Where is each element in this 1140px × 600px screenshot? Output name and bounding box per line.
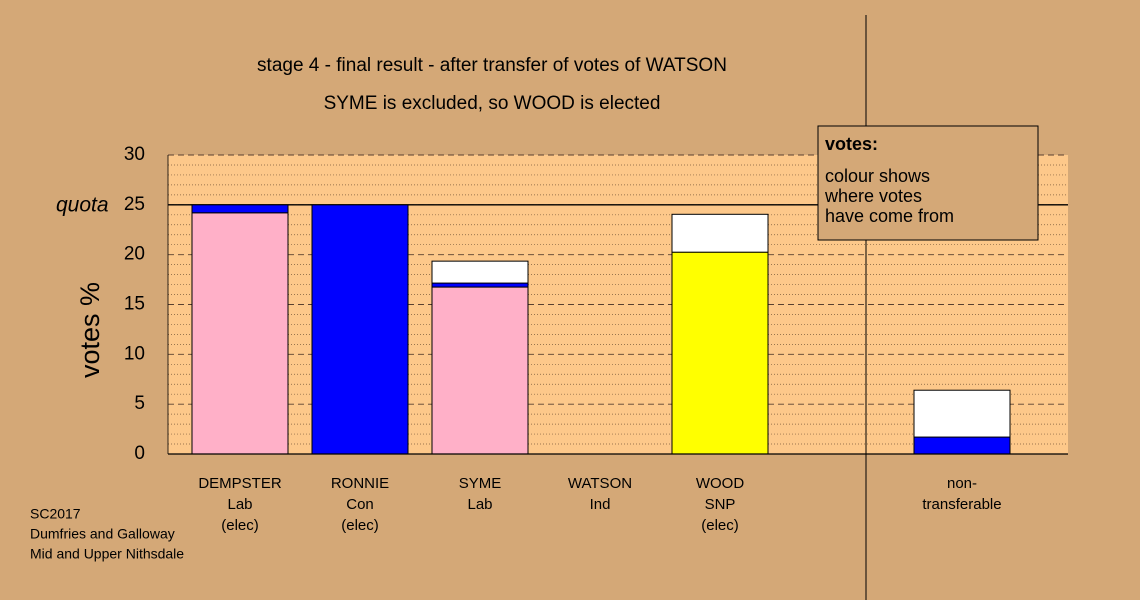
x-tick-label: Lab bbox=[467, 496, 492, 513]
annotation-heading: votes: bbox=[825, 134, 878, 154]
x-tick-label: WOOD bbox=[696, 475, 744, 492]
quota-label: quota bbox=[56, 194, 109, 217]
bar-segment bbox=[311, 204, 409, 455]
bars bbox=[191, 204, 1011, 455]
chart-subtitle: SYME is excluded, so WOOD is elected bbox=[324, 93, 661, 114]
y-tick-label: 30 bbox=[124, 144, 145, 165]
y-axis-label: votes % bbox=[75, 282, 105, 378]
x-tick-label: WATSON bbox=[568, 475, 632, 492]
x-tick-label: (elec) bbox=[341, 517, 379, 534]
bar-segment bbox=[913, 436, 1011, 455]
bar-segment bbox=[191, 212, 289, 455]
annotation-line: have come from bbox=[825, 206, 954, 226]
y-tick-label: 15 bbox=[124, 294, 145, 315]
annotation-line: colour shows bbox=[825, 166, 930, 186]
annotation-frame bbox=[817, 125, 1039, 241]
x-tick-label: Con bbox=[346, 496, 374, 513]
annotation-box: votes: colour shows where votes have com… bbox=[817, 125, 1039, 241]
x-tick-label: RONNIE bbox=[331, 475, 389, 492]
bar-segment bbox=[431, 260, 529, 284]
footnote: SC2017 bbox=[30, 506, 81, 522]
footnote: Dumfries and Galloway bbox=[30, 526, 175, 542]
bar-segment bbox=[191, 204, 289, 214]
footnote: Mid and Upper Nithsdale bbox=[30, 546, 184, 562]
bar-segment bbox=[671, 251, 769, 455]
y-tick-label: 10 bbox=[124, 343, 145, 364]
x-tick-label: SYME bbox=[459, 475, 502, 492]
x-tick-label: non- bbox=[947, 475, 977, 492]
x-tick-label: DEMPSTER bbox=[198, 475, 282, 492]
x-tick-label: (elec) bbox=[221, 517, 259, 534]
bar-segment bbox=[671, 213, 769, 253]
y-tick-label: 20 bbox=[124, 244, 145, 265]
x-tick-label: Ind bbox=[590, 496, 611, 513]
x-tick-label: Lab bbox=[227, 496, 252, 513]
annotation-line: where votes bbox=[824, 186, 922, 206]
bar-segment bbox=[431, 286, 529, 455]
x-tick-label: SNP bbox=[705, 496, 736, 513]
x-tick-label: (elec) bbox=[701, 517, 739, 534]
bar-segment bbox=[913, 389, 1011, 438]
chart-title: stage 4 - final result - after transfer … bbox=[257, 55, 727, 76]
y-tick-label: 25 bbox=[124, 194, 145, 215]
y-tick-label: 5 bbox=[134, 393, 145, 414]
bar-segment bbox=[431, 282, 529, 288]
y-tick-label: 0 bbox=[134, 443, 145, 464]
x-tick-label: transferable bbox=[922, 496, 1001, 513]
